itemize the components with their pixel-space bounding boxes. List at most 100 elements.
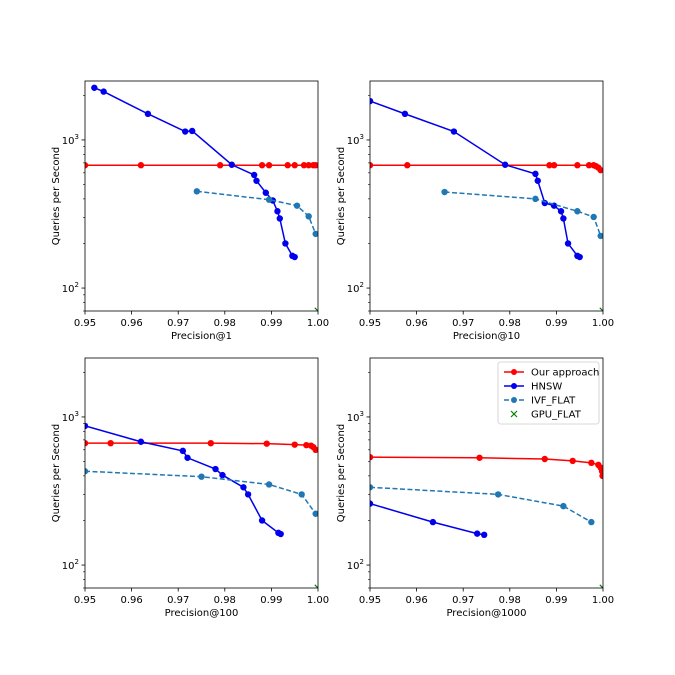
legend-label-our-approach: Our approach bbox=[531, 368, 599, 379]
point-ivf-flat bbox=[193, 188, 201, 195]
x-tick-label: 0.95 bbox=[359, 318, 381, 329]
point-hnsw bbox=[276, 215, 283, 222]
point-gpu-flat bbox=[599, 307, 603, 311]
point-hnsw bbox=[560, 215, 567, 222]
y-tick-label: 102 bbox=[62, 558, 79, 572]
plot-area bbox=[370, 453, 603, 588]
legend-label-hnsw: HNSW bbox=[531, 382, 562, 393]
point-ivf-flat bbox=[305, 213, 312, 220]
legend-marker-our-approach bbox=[511, 369, 517, 375]
point-hnsw bbox=[576, 253, 583, 261]
point-our-approach bbox=[588, 459, 595, 467]
point-our-approach bbox=[85, 162, 89, 169]
x-axis-label: Precision@1000 bbox=[446, 608, 526, 619]
x-tick-label: 1.00 bbox=[307, 318, 329, 329]
legend-marker-gpu-flat bbox=[510, 410, 518, 418]
x-axis-label: Precision@1 bbox=[171, 331, 232, 342]
y-tick-label: 102 bbox=[347, 558, 364, 572]
series-line-ivf-flat bbox=[196, 190, 317, 235]
panel-2: 0.95 0.96 0.97 0.98 0.99 1.00 102 103 Precision@… bbox=[336, 80, 614, 342]
point-hnsw bbox=[534, 177, 541, 184]
point-our-approach bbox=[370, 162, 374, 169]
point-gpu-flat bbox=[314, 307, 318, 311]
point-ivf-flat bbox=[198, 473, 205, 480]
legend-label-ivf-flat: IVF_FLAT bbox=[531, 396, 576, 407]
legend-marker-hnsw bbox=[511, 383, 517, 389]
x-tick-label: 0.99 bbox=[545, 595, 567, 606]
point-our-approach bbox=[404, 162, 411, 169]
y-axis-label: Queries per Second bbox=[51, 424, 62, 522]
point-ivf-flat bbox=[532, 195, 539, 203]
point-hnsw bbox=[250, 171, 258, 179]
point-hnsw bbox=[85, 422, 89, 430]
axes-frame bbox=[369, 80, 604, 312]
point-our-approach bbox=[597, 166, 603, 174]
x-tick-label: 0.99 bbox=[260, 318, 282, 329]
point-hnsw bbox=[228, 161, 235, 168]
x-tick-label: 0.96 bbox=[405, 595, 427, 606]
point-our-approach bbox=[599, 472, 603, 480]
x-tick-label: 1.00 bbox=[307, 595, 329, 606]
axes-frame bbox=[84, 357, 319, 589]
point-hnsw bbox=[144, 110, 152, 118]
point-our-approach bbox=[312, 446, 318, 453]
point-ivf-flat bbox=[590, 213, 597, 221]
series-line-hnsw bbox=[370, 502, 485, 536]
series-line-ivf-flat bbox=[444, 191, 602, 237]
point-hnsw bbox=[262, 189, 270, 196]
point-our-approach bbox=[585, 162, 593, 169]
legend-box bbox=[497, 361, 600, 425]
point-hnsw bbox=[188, 127, 196, 135]
x-tick-label: 0.99 bbox=[545, 318, 567, 329]
y-axis-label: Queries per Second bbox=[336, 147, 347, 245]
x-tick-label: 0.98 bbox=[214, 595, 236, 606]
point-gpu-flat bbox=[314, 584, 318, 588]
point-our-approach bbox=[216, 162, 224, 169]
x-tick-label: 0.97 bbox=[167, 318, 189, 329]
point-hnsw bbox=[429, 518, 437, 526]
x-tick-label: 0.98 bbox=[499, 595, 521, 606]
point-our-approach bbox=[312, 162, 318, 169]
point-our-approach bbox=[291, 162, 298, 169]
point-hnsw bbox=[401, 110, 409, 118]
series-line-hnsw bbox=[85, 425, 282, 535]
point-ivf-flat bbox=[560, 502, 567, 510]
point-hnsw bbox=[181, 128, 189, 135]
point-ivf-flat bbox=[494, 491, 502, 498]
y-axis-label: Queries per Second bbox=[336, 424, 347, 522]
axes-frame bbox=[369, 357, 604, 589]
point-ivf-flat bbox=[597, 232, 603, 240]
y-axis-label: Queries per Second bbox=[51, 147, 62, 245]
point-ivf-flat bbox=[312, 230, 318, 238]
plot-area bbox=[85, 422, 318, 588]
x-tick-label: 0.98 bbox=[214, 318, 236, 329]
point-hnsw bbox=[179, 447, 187, 455]
x-tick-label: 0.97 bbox=[452, 318, 474, 329]
point-hnsw bbox=[473, 530, 481, 537]
point-ivf-flat bbox=[588, 518, 595, 526]
point-hnsw bbox=[274, 208, 281, 215]
point-our-approach bbox=[546, 162, 553, 169]
panel-1: 0.95 0.96 0.97 0.98 0.99 1.00 102 103 Precision@… bbox=[51, 80, 329, 342]
point-ivf-flat bbox=[85, 468, 89, 475]
x-tick-label: 0.97 bbox=[452, 595, 474, 606]
point-gpu-flat bbox=[599, 584, 603, 588]
point-our-approach bbox=[476, 454, 483, 461]
axes-frame bbox=[84, 80, 319, 312]
point-hnsw bbox=[137, 438, 145, 445]
point-our-approach bbox=[541, 455, 548, 463]
point-our-approach bbox=[574, 162, 581, 169]
x-tick-label: 0.96 bbox=[120, 595, 142, 606]
panel-3: 0.95 0.96 0.97 0.98 0.99 1.00 102 103 Precision@… bbox=[51, 357, 329, 619]
series-line-our-approach bbox=[370, 456, 603, 476]
x-tick-label: 0.96 bbox=[405, 318, 427, 329]
plot-area bbox=[370, 97, 603, 311]
series-line-our-approach bbox=[85, 442, 317, 451]
point-hnsw bbox=[501, 161, 509, 168]
point-our-approach bbox=[137, 162, 145, 169]
x-tick-label: 1.00 bbox=[592, 595, 614, 606]
x-tick-label: 0.95 bbox=[359, 595, 381, 606]
point-our-approach bbox=[207, 439, 215, 447]
point-hnsw bbox=[370, 97, 374, 105]
plot-area bbox=[85, 84, 318, 311]
